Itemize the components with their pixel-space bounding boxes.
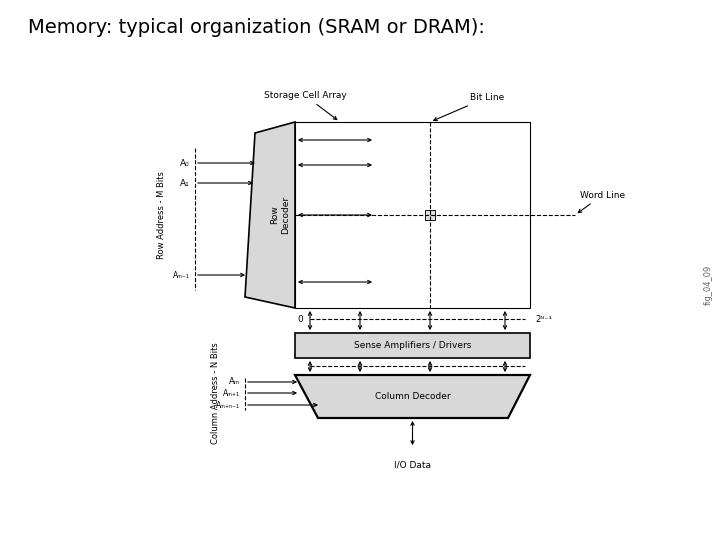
Text: Word Line: Word Line xyxy=(578,191,625,213)
Text: A₀: A₀ xyxy=(180,159,190,167)
Text: Column Address - N Bits: Column Address - N Bits xyxy=(210,342,220,444)
Text: 0: 0 xyxy=(297,314,303,323)
Text: 2ᴺ⁻¹: 2ᴺ⁻¹ xyxy=(535,314,552,323)
Text: Column Decoder: Column Decoder xyxy=(374,392,450,401)
Polygon shape xyxy=(245,122,295,308)
Text: A₁: A₁ xyxy=(180,179,190,187)
Text: Bit Line: Bit Line xyxy=(433,93,504,120)
Text: Sense Amplifiers / Drivers: Sense Amplifiers / Drivers xyxy=(354,341,471,350)
Text: I/O Data: I/O Data xyxy=(394,460,431,469)
Text: Row Address - M Bits: Row Address - M Bits xyxy=(156,171,166,259)
Text: Aₘ₊₁: Aₘ₊₁ xyxy=(223,388,240,397)
Bar xyxy=(295,333,530,358)
Text: Aₘ₊ₙ₋₁: Aₘ₊ₙ₋₁ xyxy=(216,401,240,409)
Text: Aₘ: Aₘ xyxy=(229,377,240,387)
Text: Row
Decoder: Row Decoder xyxy=(270,196,289,234)
Text: Memory: typical organization (SRAM or DRAM):: Memory: typical organization (SRAM or DR… xyxy=(28,18,485,37)
Bar xyxy=(295,122,530,308)
Bar xyxy=(425,210,435,220)
Polygon shape xyxy=(295,375,530,418)
Text: Storage Cell Array: Storage Cell Array xyxy=(264,91,346,119)
Text: fig_04_09: fig_04_09 xyxy=(703,265,713,305)
Text: Aₘ₋₁: Aₘ₋₁ xyxy=(173,271,190,280)
